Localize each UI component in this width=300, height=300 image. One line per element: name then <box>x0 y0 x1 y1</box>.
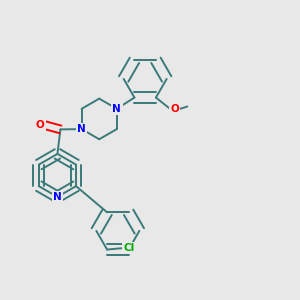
Text: N: N <box>77 124 86 134</box>
Text: O: O <box>170 104 179 115</box>
Text: Cl: Cl <box>123 243 134 253</box>
Text: N: N <box>53 192 62 202</box>
Text: N: N <box>112 104 121 114</box>
Text: O: O <box>36 120 44 130</box>
